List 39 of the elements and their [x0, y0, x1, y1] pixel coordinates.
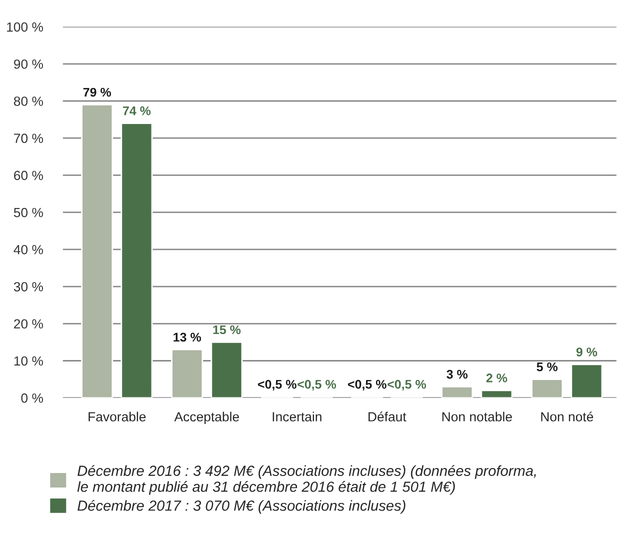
legend-label: Décembre 2016 : 3 492 M€ (Associations incluses) (données proforma, le montant publié au 31 décembre 2016 était de 1 501 M€) — [77, 465, 536, 495]
y-tick-label: 100 % — [7, 22, 43, 32]
bar — [81, 104, 114, 398]
x-tick-label: Incertain — [272, 412, 322, 422]
x-tick-label: Non noté — [541, 412, 594, 422]
x-tick-label: Défaut — [368, 412, 406, 422]
bar — [210, 342, 243, 398]
bar — [441, 386, 474, 398]
y-tick-label: 40 % — [14, 244, 43, 254]
bar — [531, 378, 564, 398]
data-label: <0,5 % — [258, 380, 296, 391]
bar — [120, 122, 153, 398]
x-tick-label: Non notable — [442, 412, 512, 422]
y-tick-label: 30 % — [14, 282, 43, 292]
y-tick-label: 0 % — [21, 393, 43, 403]
data-label: 9 % — [576, 348, 598, 356]
data-label: <0,5 % — [388, 380, 426, 391]
data-label: 3 % — [446, 370, 468, 379]
legend-label: Décembre 2017 : 3 070 M€ (Associations incluses) — [78, 500, 406, 514]
data-label: <0,5 % — [298, 380, 336, 391]
x-tick-label: Favorable — [88, 412, 146, 422]
bar — [171, 348, 204, 398]
y-tick-label: 70 % — [14, 134, 43, 144]
data-label: 79 % — [83, 88, 112, 97]
y-tick-label: 50 % — [14, 208, 43, 218]
y-tick-label: 60 % — [14, 170, 43, 180]
data-label: 13 % — [174, 332, 202, 342]
y-tick-label: 20 % — [14, 319, 43, 329]
data-label: <0,5 % — [348, 380, 386, 391]
x-tick-label: Acceptable — [174, 412, 239, 424]
y-tick-label: 10 % — [14, 356, 43, 366]
data-label: 74 % — [122, 106, 151, 116]
bar — [570, 364, 603, 398]
data-label: 15 % — [213, 325, 241, 334]
bar — [480, 390, 513, 398]
y-tick-label: 80 % — [14, 96, 43, 106]
data-label: 2 % — [486, 374, 508, 382]
data-label: 5 % — [536, 362, 558, 372]
y-tick-label: 90 % — [14, 59, 43, 69]
